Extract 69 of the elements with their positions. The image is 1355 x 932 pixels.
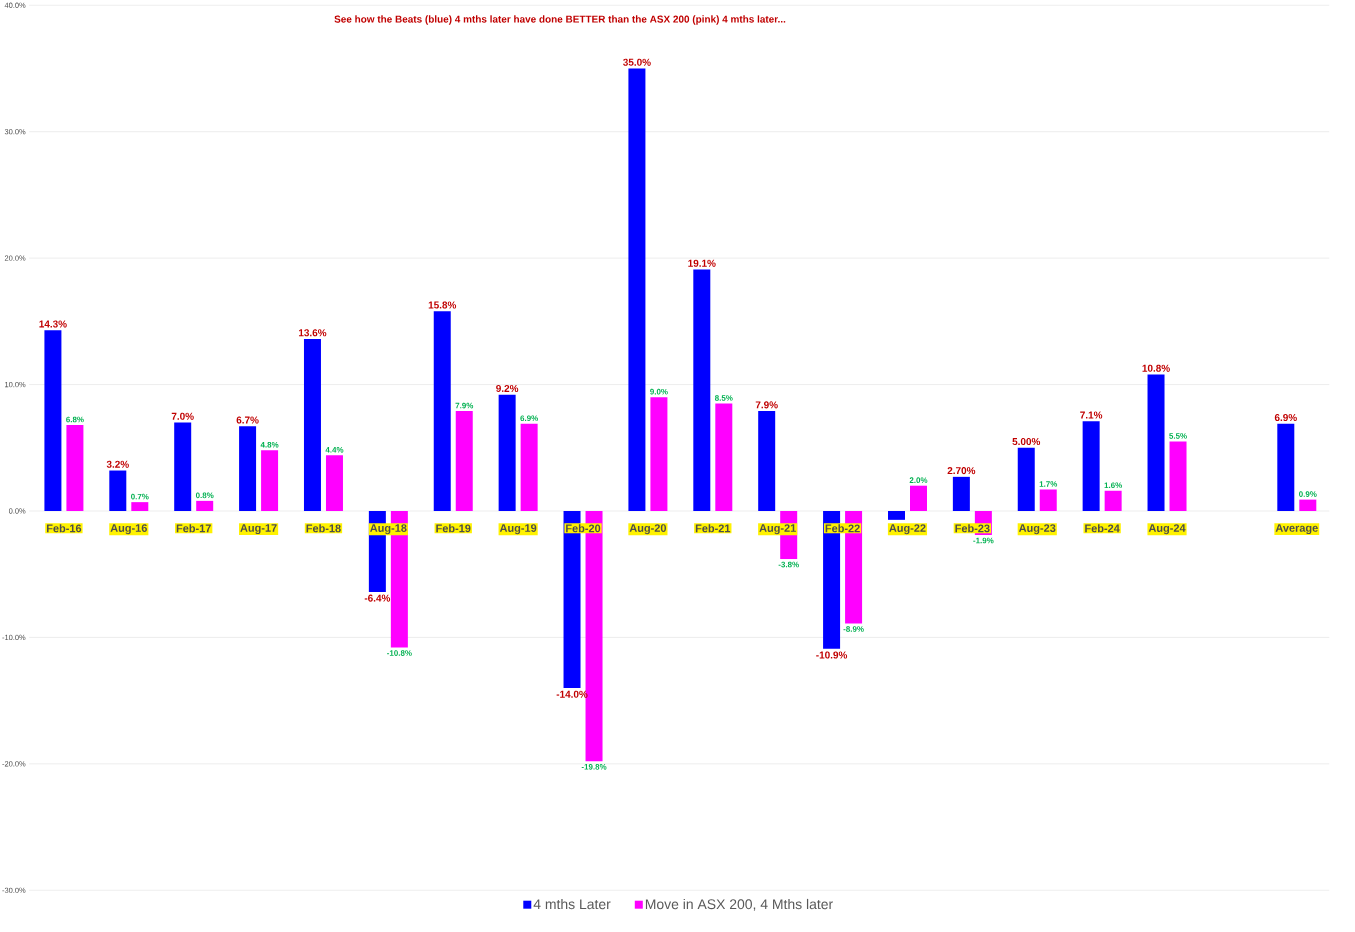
bar [1277, 423, 1295, 511]
bar [715, 403, 733, 511]
x-tick-label: Aug-16 [110, 524, 147, 535]
bar [909, 485, 927, 511]
bar [325, 455, 343, 511]
bar [1299, 499, 1317, 511]
bar [628, 68, 646, 511]
bar [261, 450, 279, 511]
bar [1147, 374, 1165, 511]
data-label: 15.8% [428, 301, 457, 309]
x-tick-label: Aug-18 [370, 524, 407, 535]
x-tick-label: Average [1275, 524, 1318, 535]
bar [131, 502, 149, 511]
bar [196, 500, 214, 511]
bar [1169, 441, 1187, 511]
data-label: 5.00% [1012, 438, 1041, 446]
bar [1039, 489, 1057, 511]
x-tick-label: Feb-19 [436, 524, 471, 533]
data-label: 19.1% [688, 259, 716, 267]
bar [109, 470, 127, 511]
bar [239, 426, 257, 511]
bar [693, 269, 711, 511]
data-label: 6.7% [236, 416, 259, 424]
data-label: -10.9% [816, 651, 848, 659]
x-tick-label: Aug-17 [240, 524, 277, 535]
bar [1104, 490, 1122, 511]
bar [455, 411, 473, 511]
x-tick-label: Aug-20 [629, 524, 667, 535]
x-tick-label: Aug-24 [1148, 524, 1186, 535]
bar [520, 423, 538, 511]
data-label: 14.3% [39, 320, 67, 328]
x-tick-label: Feb-22 [825, 524, 860, 533]
bar [433, 311, 451, 511]
data-label: 6.9% [1274, 414, 1297, 422]
x-tick-label: Aug-19 [499, 524, 537, 535]
data-label: 3.2% [106, 460, 129, 468]
data-label: 2.70% [947, 467, 976, 475]
data-label: -6.4% [364, 594, 391, 602]
data-label: 13.6% [298, 329, 327, 337]
x-tick-label: Feb-16 [46, 524, 82, 533]
bar [66, 425, 84, 511]
bar [758, 411, 776, 511]
bar [650, 397, 668, 511]
x-tick-label: Feb-24 [1085, 524, 1120, 533]
x-tick-label: Feb-23 [955, 524, 990, 533]
bar [952, 476, 970, 511]
x-tick-label: Feb-21 [695, 524, 731, 533]
x-tick-label: Aug-23 [1018, 524, 1056, 535]
data-label: 7.0% [171, 412, 194, 420]
bar [1017, 447, 1035, 511]
bar [174, 422, 192, 511]
legend-label: Move in ASX 200, 4 Mths later [645, 898, 833, 911]
x-tick-label: Feb-17 [176, 524, 211, 533]
bar [1082, 421, 1100, 511]
data-label: 35.0% [623, 58, 651, 66]
bar [44, 330, 62, 511]
x-tick-label: Aug-22 [889, 524, 926, 535]
bar [498, 394, 516, 511]
data-label: 7.1% [1080, 411, 1103, 419]
x-tick-label: Feb-20 [566, 524, 601, 533]
text: See how the Beats (blue) 4 mths later have done BETTER than the ASX 200 (pink) 4 mths later... [334, 15, 786, 25]
bar [303, 339, 321, 511]
data-label: 10.8% [1142, 364, 1170, 372]
data-label: 9.2% [496, 384, 519, 392]
bar [887, 510, 905, 520]
x-tick-label: Aug-21 [759, 524, 796, 535]
legend-label: 4 mths Later [533, 898, 611, 910]
x-tick-label: Feb-18 [306, 524, 341, 533]
data-label: 7.9% [755, 401, 778, 409]
